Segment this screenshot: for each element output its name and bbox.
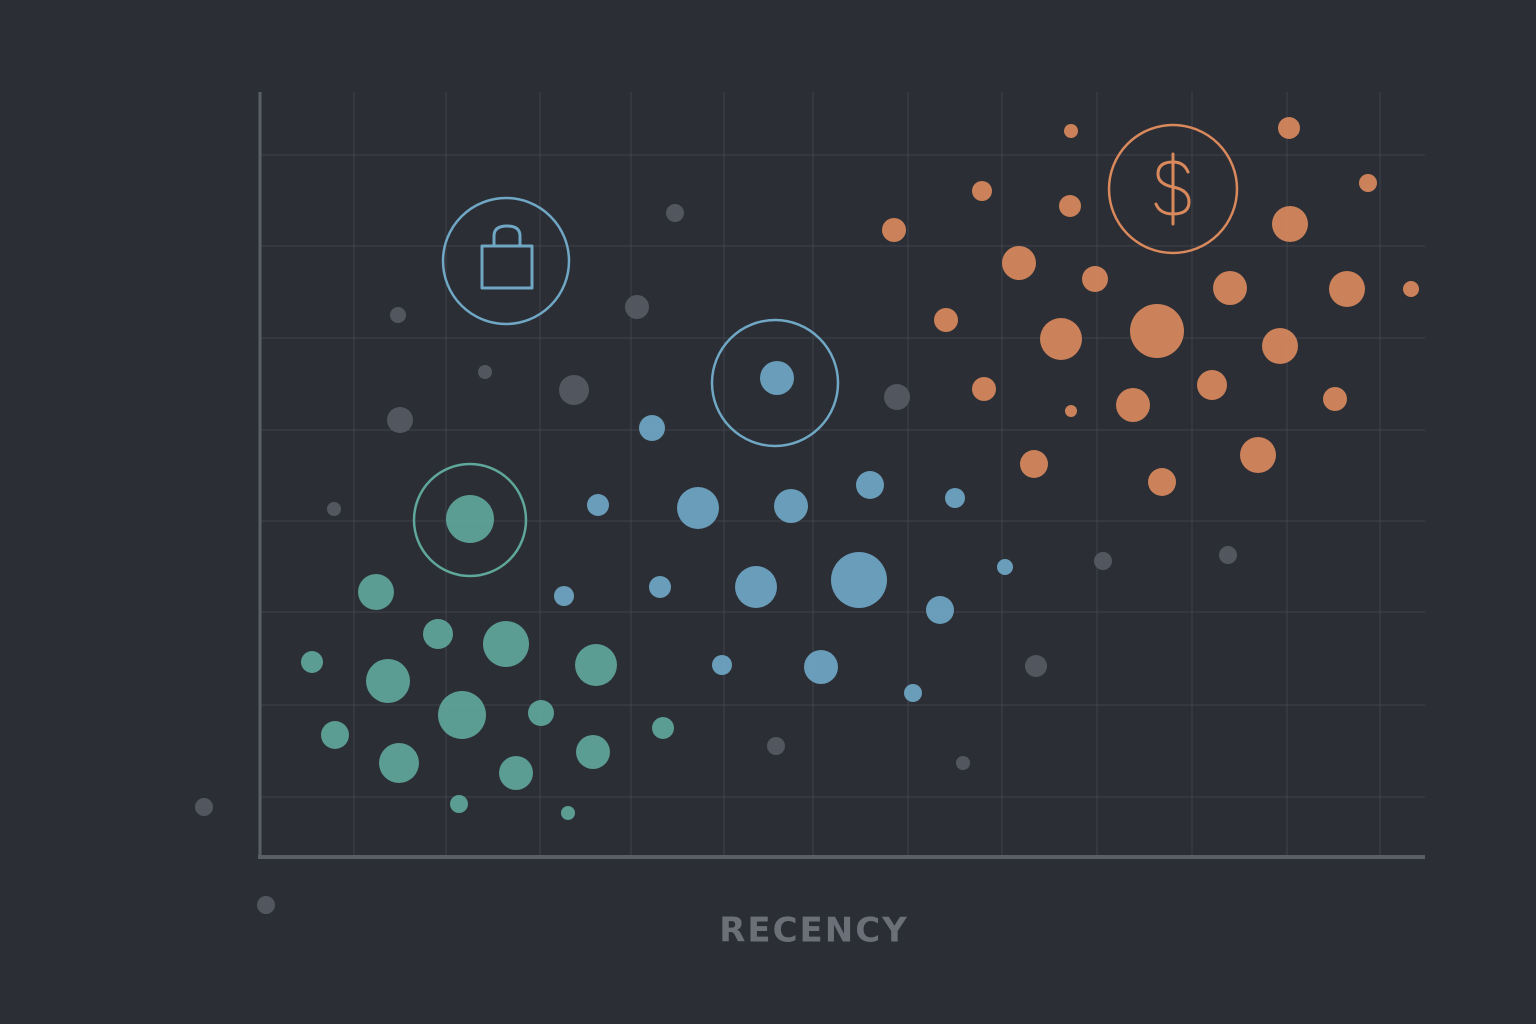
bubble xyxy=(379,743,419,783)
bubble xyxy=(1213,271,1247,305)
bubble xyxy=(528,700,554,726)
bubble xyxy=(934,308,958,332)
segment-ring xyxy=(1107,123,1239,255)
bubble xyxy=(1082,266,1108,292)
bubble xyxy=(945,488,965,508)
bubble xyxy=(327,502,341,516)
bubble xyxy=(438,691,486,739)
bubble xyxy=(561,806,575,820)
bubble xyxy=(301,651,323,673)
bubble xyxy=(1020,450,1048,478)
bubble xyxy=(366,659,410,703)
bubble xyxy=(1278,117,1300,139)
bubble xyxy=(1272,206,1308,242)
bubble xyxy=(1197,370,1227,400)
bubble xyxy=(1059,195,1081,217)
bubble xyxy=(1130,304,1184,358)
bubble xyxy=(926,596,954,624)
bubble xyxy=(450,795,468,813)
bubble xyxy=(666,204,684,222)
bubble xyxy=(1064,124,1078,138)
bubble xyxy=(1094,552,1112,570)
bubble xyxy=(559,375,589,405)
bubble xyxy=(1359,174,1377,192)
bubble xyxy=(195,798,213,816)
segment-ring xyxy=(710,318,840,448)
bubble xyxy=(735,566,777,608)
bubble xyxy=(760,361,794,395)
bubble xyxy=(649,576,671,598)
bubble xyxy=(1148,468,1176,496)
bubble xyxy=(554,586,574,606)
bubble xyxy=(483,621,529,667)
bubble xyxy=(321,721,349,749)
dollar-icon xyxy=(1154,152,1191,226)
bubble xyxy=(972,377,996,401)
bubble xyxy=(575,644,617,686)
bubble xyxy=(904,684,922,702)
bubble xyxy=(1002,246,1036,280)
bubble xyxy=(1116,388,1150,422)
bubble xyxy=(652,717,674,739)
bubble xyxy=(358,574,394,610)
bubble xyxy=(997,559,1013,575)
bubble xyxy=(831,552,887,608)
bubble xyxy=(499,756,533,790)
bubble xyxy=(390,307,406,323)
bubble xyxy=(1025,655,1047,677)
segment-ring xyxy=(441,196,571,326)
bubble xyxy=(446,495,494,543)
segment-ring xyxy=(412,462,528,578)
bubble xyxy=(1323,387,1347,411)
bubble xyxy=(1329,271,1365,307)
bubble xyxy=(774,489,808,523)
bubble xyxy=(478,365,492,379)
bubble xyxy=(712,655,732,675)
bubble xyxy=(587,494,609,516)
bubble xyxy=(625,295,649,319)
bubble xyxy=(1240,437,1276,473)
bubble xyxy=(804,650,838,684)
bubble xyxy=(1219,546,1237,564)
bubble xyxy=(1040,318,1082,360)
bubble xyxy=(856,471,884,499)
bubble xyxy=(677,487,719,529)
bubble xyxy=(423,619,453,649)
bubble xyxy=(576,735,610,769)
bubble xyxy=(882,218,906,242)
bubble xyxy=(639,415,665,441)
bubble xyxy=(387,407,413,433)
bubble xyxy=(1262,328,1298,364)
bubble xyxy=(884,384,910,410)
bubble xyxy=(1403,281,1419,297)
bag-icon xyxy=(480,224,534,290)
bubble xyxy=(257,896,275,914)
x-axis-label: RECENCY xyxy=(719,911,909,951)
bubble xyxy=(1065,405,1077,417)
bubble xyxy=(972,181,992,201)
bubble xyxy=(956,756,970,770)
bubble xyxy=(767,737,785,755)
